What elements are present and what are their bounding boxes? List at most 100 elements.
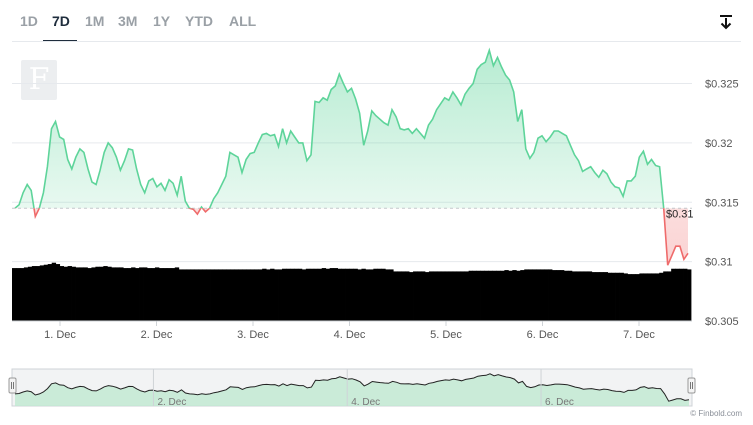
volume-bar (95, 266, 100, 321)
volume-bar (63, 266, 68, 321)
volume-bar (563, 270, 569, 321)
range-tabs: 1D 7D 1M 3M 1Y YTD ALL (0, 0, 753, 42)
volume-bar (369, 269, 374, 321)
volume-bar (472, 270, 477, 321)
volume-bar (19, 268, 25, 321)
volume-bar (266, 269, 271, 321)
volume-bar (567, 270, 573, 321)
volume-bar (424, 272, 430, 321)
volume-bar (571, 271, 577, 321)
tabs-divider (12, 41, 741, 42)
download-icon[interactable] (716, 12, 736, 32)
navigator-tick-label: 4. Dec (351, 397, 380, 408)
volume-bar (500, 270, 505, 321)
volume-bar (520, 270, 525, 321)
volume-bar (242, 269, 247, 321)
volume-bar (143, 267, 148, 321)
volume-bar (345, 268, 350, 321)
tab-3m[interactable]: 3M (118, 13, 138, 29)
volume-bar (47, 264, 53, 321)
volume-bar (365, 269, 370, 321)
volume-bar (293, 268, 299, 321)
volume-bar (480, 270, 485, 321)
volume-bar (325, 268, 331, 321)
volume-bar (476, 270, 481, 321)
volume-bar (659, 272, 664, 321)
tab-1d[interactable]: 1D (20, 13, 38, 29)
volume-bar (35, 266, 41, 321)
volume-bar (337, 268, 342, 321)
volume-bar (671, 268, 676, 321)
volume-bar (512, 270, 517, 321)
navigator-area (15, 373, 689, 406)
volume-bar (559, 270, 565, 321)
volume-bar (456, 271, 462, 321)
volume-bar (226, 269, 231, 321)
tab-1m[interactable]: 1M (85, 13, 105, 29)
volume-bar (420, 271, 426, 321)
volume-bar (405, 271, 410, 321)
current-price-label: $0.31 (666, 209, 694, 221)
navigator-handle-left[interactable] (8, 377, 17, 394)
volume-bar (440, 271, 446, 321)
volume-bar (178, 269, 184, 321)
volume-bar (496, 270, 501, 321)
volume-bar (107, 266, 112, 321)
volume-bar (555, 270, 561, 321)
volume-bar (230, 269, 235, 321)
navigator[interactable]: 2. Dec 4. Dec 6. Dec (8, 368, 696, 408)
volume-bar (587, 271, 593, 321)
volume-bar (162, 268, 168, 321)
volume-bar (43, 264, 49, 321)
volume-bar (393, 271, 398, 321)
tab-all[interactable]: ALL (229, 13, 257, 29)
volume-bar (607, 272, 612, 321)
volume-bar (643, 273, 648, 321)
tab-ytd[interactable]: YTD (185, 13, 213, 29)
price-line-up (14, 47, 665, 209)
volume-bar (341, 268, 346, 321)
volume-bar (381, 268, 386, 321)
volume-bar (448, 271, 454, 321)
volume-bar (619, 272, 624, 321)
volume-bar (536, 269, 541, 321)
volume-bar (385, 269, 390, 321)
volume-bar (579, 271, 585, 321)
volume-bar (83, 267, 88, 321)
volume-bar (468, 270, 474, 321)
volume-bar (297, 268, 303, 321)
volume-bar (99, 266, 104, 321)
tab-7d[interactable]: 7D (52, 13, 70, 29)
volume-bar (647, 273, 652, 321)
volume-bar (432, 271, 438, 321)
volume-bar (202, 269, 207, 321)
volume-bar (147, 268, 152, 321)
volume-bar (651, 273, 656, 321)
volume-bar (639, 273, 644, 321)
x-tick-label: 2. Dec (141, 329, 173, 341)
volume-bar (123, 268, 128, 321)
tab-1y[interactable]: 1Y (153, 13, 171, 29)
volume-bar (333, 268, 338, 321)
volume-bar (91, 267, 96, 321)
x-tick-label: 4. Dec (334, 329, 366, 341)
volume-bar (397, 271, 402, 321)
volume-bar (635, 274, 640, 321)
volume-bar (417, 271, 422, 321)
volume-bar (258, 269, 263, 321)
volume-bar (15, 268, 21, 321)
volume-bar (317, 268, 323, 321)
x-tick-label: 3. Dec (237, 329, 269, 341)
volume-bar (250, 269, 255, 321)
volume-bar (87, 268, 92, 321)
volume-bar (321, 268, 327, 321)
x-tick-label: 1. Dec (44, 329, 76, 341)
volume-bar (301, 269, 307, 321)
navigator-tick-label: 2. Dec (157, 397, 186, 408)
navigator-handle-right[interactable] (687, 377, 696, 394)
volume-bar (305, 268, 311, 321)
navigator-line (14, 373, 690, 402)
volume-bar (75, 267, 80, 321)
y-tick-label: $0.305 (705, 316, 739, 328)
